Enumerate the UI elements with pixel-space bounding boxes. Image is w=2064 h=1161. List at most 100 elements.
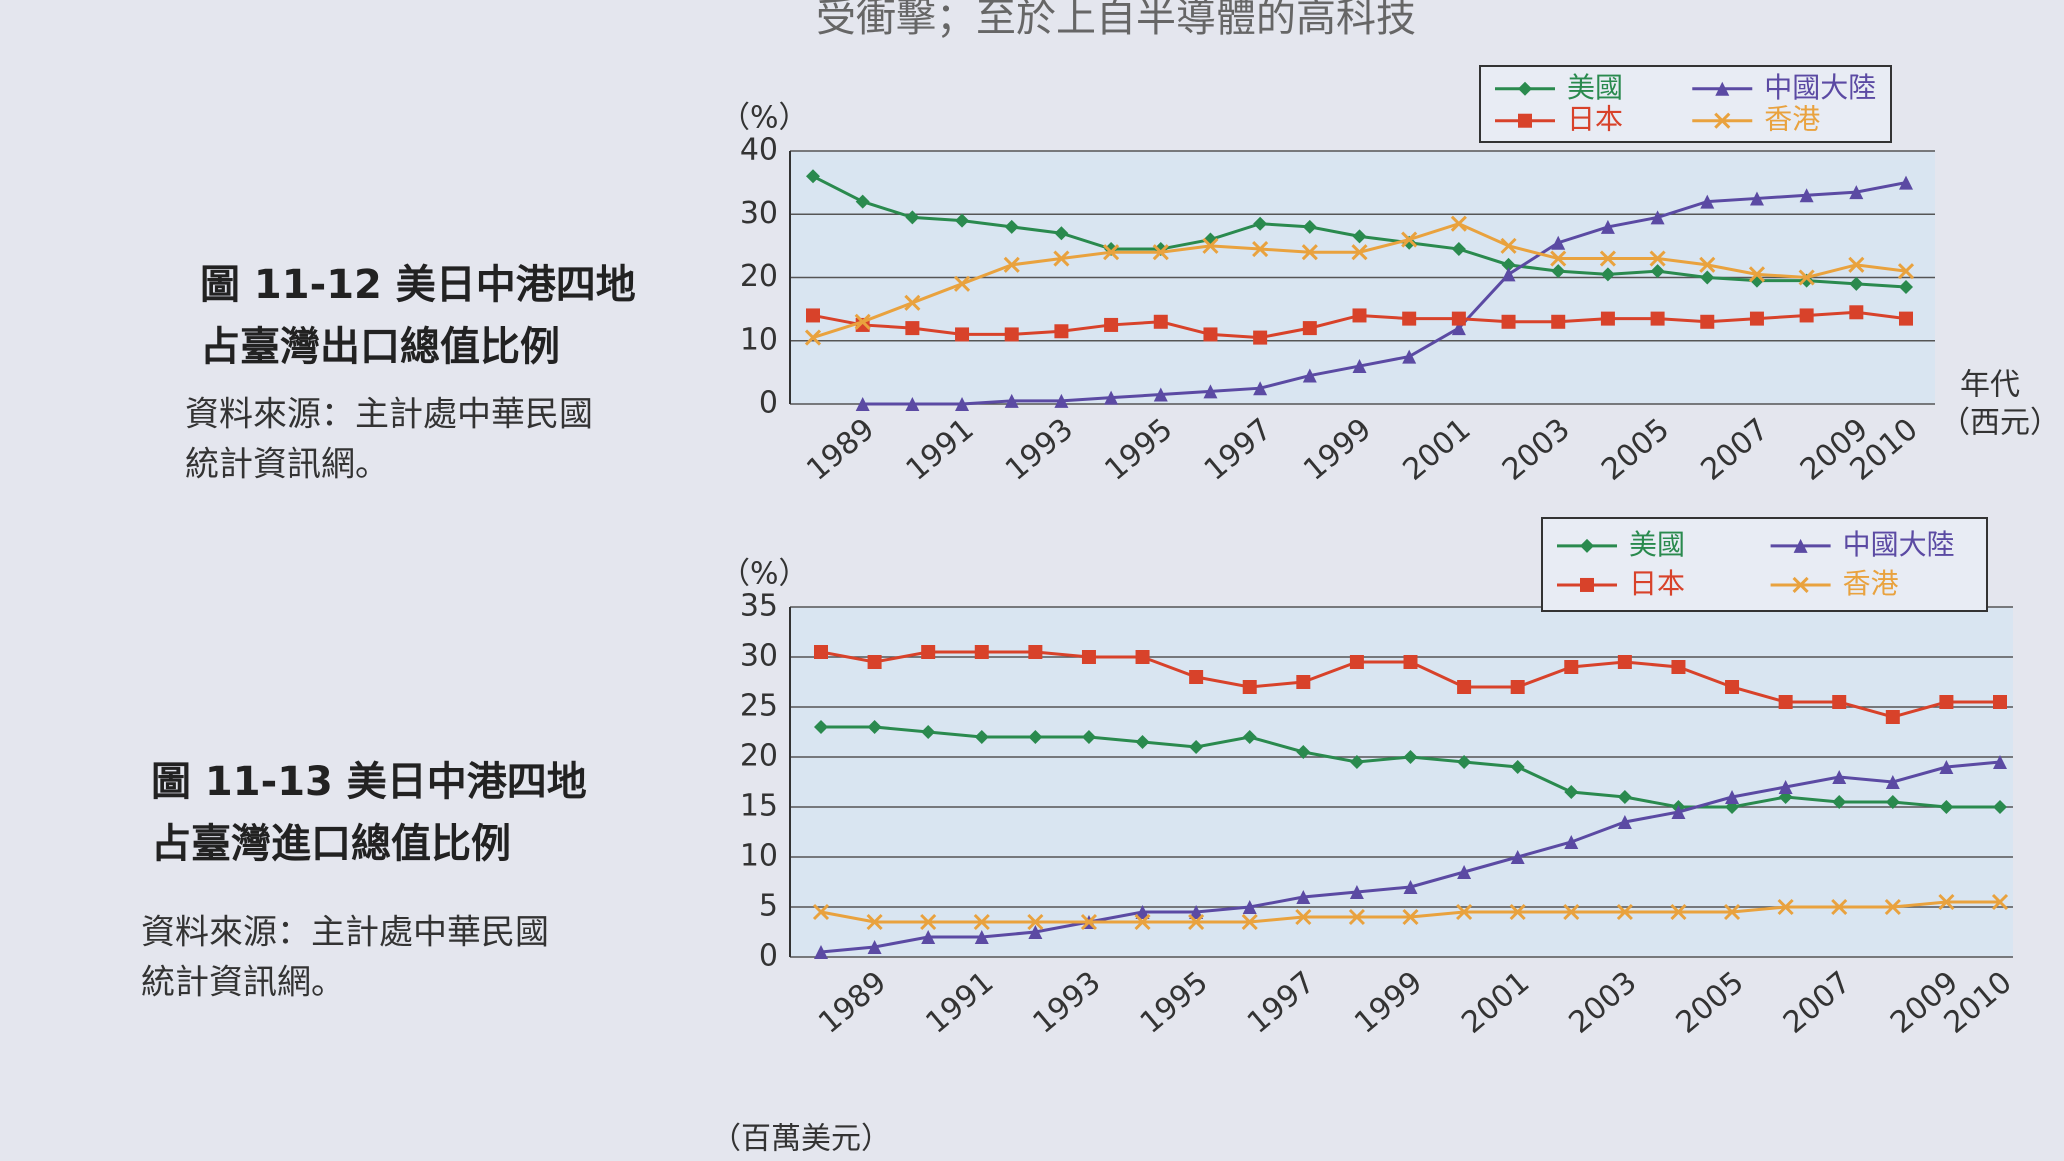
marker <box>1551 264 1566 279</box>
caption-source: 統計資訊網。 <box>141 963 345 1003</box>
marker <box>1991 893 2009 911</box>
legend-label: 中國大陸 <box>1764 71 1876 104</box>
marker <box>1349 755 1364 769</box>
marker <box>1993 800 2007 814</box>
marker <box>1799 188 1814 203</box>
marker <box>1189 740 1204 754</box>
marker <box>1778 780 1793 794</box>
legend-marker <box>1793 538 1808 553</box>
marker <box>955 397 970 411</box>
marker <box>1451 321 1466 336</box>
marker <box>1352 359 1367 374</box>
marker <box>1104 390 1119 405</box>
marker <box>974 930 989 944</box>
marker <box>955 327 970 342</box>
marker <box>1550 250 1567 267</box>
marker <box>1253 381 1268 396</box>
y-tick-label: 35 <box>740 589 778 624</box>
marker <box>1832 695 1847 709</box>
marker <box>1650 264 1665 279</box>
caption-title: 圖 11-13 美日中港四地 <box>151 759 587 805</box>
marker <box>1649 250 1666 267</box>
marker <box>1617 815 1632 829</box>
marker <box>1749 311 1764 326</box>
marker <box>867 655 882 669</box>
marker <box>1500 237 1517 254</box>
y-tick-label: 25 <box>740 689 778 724</box>
y-tick-label: 15 <box>740 789 778 824</box>
marker <box>1451 311 1466 326</box>
marker <box>1054 226 1069 241</box>
legend-marker <box>1580 577 1594 592</box>
y-tick-label: 40 <box>740 133 778 168</box>
caption-source: 統計資訊網。 <box>185 445 389 485</box>
marker <box>921 725 936 739</box>
marker <box>1028 645 1043 659</box>
legend-label: 香港 <box>1764 103 1820 136</box>
top-text: 受衝擊；至於上自半導體的高科技 <box>816 0 1416 41</box>
marker <box>1509 903 1526 921</box>
marker <box>1616 903 1633 921</box>
marker <box>1510 850 1525 864</box>
marker <box>1296 675 1311 689</box>
marker <box>1457 755 1472 769</box>
marker <box>1600 267 1615 282</box>
marker <box>1831 898 1848 916</box>
marker <box>814 720 828 734</box>
marker <box>1241 913 1258 931</box>
marker <box>1885 710 1900 724</box>
marker <box>1402 908 1419 926</box>
marker <box>1153 314 1168 329</box>
marker <box>1939 695 1954 709</box>
marker <box>1403 880 1418 894</box>
marker <box>866 913 883 931</box>
marker <box>1054 324 1069 339</box>
x-axis-label: （西元） <box>1940 406 2060 441</box>
marker <box>1699 256 1716 273</box>
marker <box>855 194 870 209</box>
marker <box>1778 695 1793 709</box>
marker <box>973 913 990 931</box>
marker <box>855 397 870 411</box>
legend-label: 美國 <box>1567 71 1623 104</box>
marker <box>1349 885 1364 899</box>
marker <box>1617 655 1632 669</box>
marker <box>1252 240 1269 258</box>
marker <box>1899 279 1913 294</box>
legend-box <box>1541 517 1988 612</box>
marker <box>1135 905 1150 919</box>
marker <box>1352 308 1367 323</box>
marker <box>1939 800 1954 814</box>
legend-marker <box>1518 81 1532 96</box>
marker <box>1203 327 1218 342</box>
marker <box>1004 327 1019 342</box>
marker <box>1135 650 1150 664</box>
marker <box>1510 760 1525 774</box>
marker <box>1849 185 1864 200</box>
marker <box>1671 660 1686 674</box>
marker <box>1600 219 1615 234</box>
marker <box>1242 900 1257 914</box>
marker <box>1670 903 1687 921</box>
marker <box>1650 210 1665 225</box>
marker <box>1832 770 1847 784</box>
marker <box>1457 680 1472 694</box>
plot-area <box>790 607 2013 957</box>
marker <box>1134 913 1151 931</box>
marker <box>974 645 989 659</box>
marker <box>1301 244 1318 261</box>
marker <box>1081 730 1096 744</box>
legend-marker <box>1714 112 1731 129</box>
marker <box>1451 242 1466 257</box>
marker <box>1295 908 1312 926</box>
marker <box>814 645 828 659</box>
marker <box>1457 865 1472 879</box>
marker <box>1993 755 2007 769</box>
bottom-text: （百萬美元） <box>711 1122 891 1157</box>
marker <box>1564 785 1579 799</box>
y-axis-label: （%） <box>720 101 809 136</box>
marker <box>1938 893 1955 911</box>
